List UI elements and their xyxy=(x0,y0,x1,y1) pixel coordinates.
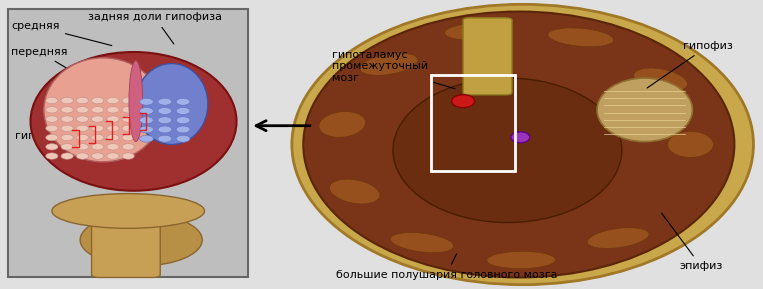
Ellipse shape xyxy=(76,134,89,141)
Ellipse shape xyxy=(80,214,202,266)
Ellipse shape xyxy=(140,135,153,142)
Ellipse shape xyxy=(76,125,89,131)
Ellipse shape xyxy=(107,153,119,159)
Ellipse shape xyxy=(46,153,58,159)
Ellipse shape xyxy=(61,107,73,113)
Ellipse shape xyxy=(46,125,58,131)
Ellipse shape xyxy=(52,194,204,228)
Ellipse shape xyxy=(158,135,172,142)
Ellipse shape xyxy=(122,116,134,122)
Ellipse shape xyxy=(92,144,104,150)
Ellipse shape xyxy=(76,144,89,150)
Ellipse shape xyxy=(122,125,134,131)
Ellipse shape xyxy=(176,126,190,133)
Ellipse shape xyxy=(668,131,713,158)
Ellipse shape xyxy=(176,98,190,105)
Ellipse shape xyxy=(46,107,58,113)
Ellipse shape xyxy=(92,125,104,131)
Ellipse shape xyxy=(140,117,153,124)
Ellipse shape xyxy=(158,108,172,114)
Ellipse shape xyxy=(122,97,134,104)
Ellipse shape xyxy=(597,78,693,142)
Ellipse shape xyxy=(61,144,73,150)
Ellipse shape xyxy=(61,125,73,131)
Ellipse shape xyxy=(452,95,475,108)
Ellipse shape xyxy=(330,179,380,204)
Ellipse shape xyxy=(158,126,172,133)
Ellipse shape xyxy=(92,134,104,141)
Ellipse shape xyxy=(107,97,119,104)
Ellipse shape xyxy=(61,153,73,159)
Ellipse shape xyxy=(107,144,119,150)
Text: большие полушария головного мозга: большие полушария головного мозга xyxy=(336,254,557,279)
Ellipse shape xyxy=(158,117,172,124)
Ellipse shape xyxy=(92,153,104,159)
Ellipse shape xyxy=(292,4,754,285)
Ellipse shape xyxy=(360,53,418,75)
Text: гипоталамус: гипоталамус xyxy=(15,117,97,141)
Ellipse shape xyxy=(122,153,134,159)
Ellipse shape xyxy=(548,28,613,47)
Ellipse shape xyxy=(136,64,208,144)
Ellipse shape xyxy=(61,97,73,104)
Ellipse shape xyxy=(107,134,119,141)
Ellipse shape xyxy=(76,153,89,159)
Ellipse shape xyxy=(140,126,153,133)
Ellipse shape xyxy=(122,107,134,113)
Text: гипофиз: гипофиз xyxy=(647,41,732,88)
Ellipse shape xyxy=(92,97,104,104)
Ellipse shape xyxy=(107,107,119,113)
Ellipse shape xyxy=(633,68,687,92)
Ellipse shape xyxy=(140,98,153,105)
Ellipse shape xyxy=(92,116,104,122)
Ellipse shape xyxy=(393,78,622,223)
Text: эпифиз: эпифиз xyxy=(662,213,723,271)
Ellipse shape xyxy=(76,116,89,122)
Ellipse shape xyxy=(46,134,58,141)
FancyBboxPatch shape xyxy=(92,208,160,277)
Ellipse shape xyxy=(31,52,237,191)
Ellipse shape xyxy=(61,134,73,141)
Ellipse shape xyxy=(129,61,143,142)
Ellipse shape xyxy=(122,144,134,150)
Ellipse shape xyxy=(487,251,555,269)
Ellipse shape xyxy=(92,107,104,113)
Ellipse shape xyxy=(176,108,190,114)
Ellipse shape xyxy=(44,58,163,162)
Text: гипоталамус
промежуточный
мозг: гипоталамус промежуточный мозг xyxy=(332,50,456,89)
Ellipse shape xyxy=(76,107,89,113)
Ellipse shape xyxy=(107,125,119,131)
Ellipse shape xyxy=(107,116,119,122)
Ellipse shape xyxy=(588,228,649,249)
Ellipse shape xyxy=(122,134,134,141)
Ellipse shape xyxy=(76,97,89,104)
Ellipse shape xyxy=(176,117,190,124)
Bar xyxy=(8,9,248,277)
Text: передняя: передняя xyxy=(11,47,68,68)
Text: средняя: средняя xyxy=(11,21,111,46)
Ellipse shape xyxy=(319,112,365,137)
Ellipse shape xyxy=(445,23,513,40)
Ellipse shape xyxy=(304,12,734,277)
Ellipse shape xyxy=(46,97,58,104)
Ellipse shape xyxy=(61,116,73,122)
Ellipse shape xyxy=(176,135,190,142)
Ellipse shape xyxy=(140,108,153,114)
Text: задняя доли гипофиза: задняя доли гипофиза xyxy=(88,12,222,44)
Ellipse shape xyxy=(511,132,530,143)
Ellipse shape xyxy=(391,232,453,253)
Ellipse shape xyxy=(46,116,58,122)
Bar xyxy=(431,75,515,171)
Ellipse shape xyxy=(46,144,58,150)
Ellipse shape xyxy=(158,98,172,105)
FancyBboxPatch shape xyxy=(463,18,512,95)
